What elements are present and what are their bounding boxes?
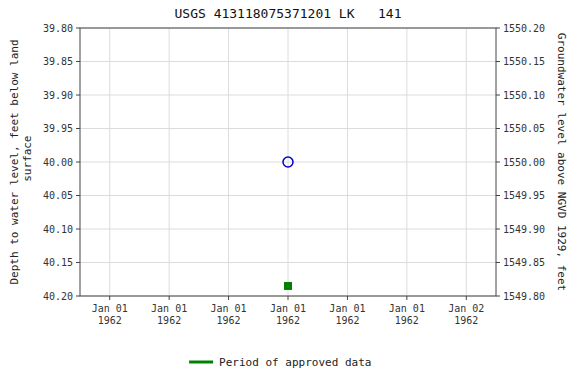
tick-mark	[76, 195, 80, 196]
tick-mark	[496, 195, 500, 196]
tick-label: 1550.10	[503, 90, 545, 101]
text-line: Jan 01	[270, 303, 306, 314]
text-line: Depth to water level, feet below land	[8, 39, 21, 284]
text-line: 1962	[98, 315, 122, 326]
text-line: 1962	[395, 315, 419, 326]
tick-mark	[228, 296, 229, 300]
tick-mark	[347, 296, 348, 300]
tick-mark	[406, 296, 407, 300]
tick-label: 1549.80	[503, 291, 545, 302]
axes: 39.80 39.85 39.90 39.95 40.00 40.05 40.10 40.15…	[43, 23, 545, 327]
text-line: Jan 01	[329, 303, 365, 314]
tick-mark	[496, 128, 500, 129]
tick-label: 1550.00	[503, 157, 545, 168]
tick-label: 39.90	[43, 90, 73, 101]
tick-mark	[76, 296, 80, 297]
text-line: Jan 02	[448, 303, 484, 314]
tick-label: 1550.20	[503, 23, 545, 34]
tick-label: 1549.95	[503, 190, 545, 201]
tick-mark	[466, 296, 467, 300]
tick-mark	[169, 296, 170, 300]
plot-frame	[80, 28, 496, 296]
tick-mark	[109, 296, 110, 300]
grid-line	[109, 28, 110, 296]
tick-label: 1549.90	[503, 224, 545, 235]
grid-line	[406, 28, 407, 296]
text-line: 1962	[217, 315, 241, 326]
tick-label: 40.05	[43, 190, 73, 201]
tick-mark	[496, 296, 500, 297]
text-line: Jan 01	[92, 303, 128, 314]
tick-mark	[288, 296, 289, 300]
tick-label: 1550.05	[503, 123, 545, 134]
legend-label: Period of approved data	[219, 356, 371, 369]
marks	[283, 157, 293, 289]
tick-mark	[496, 95, 500, 96]
tick-mark	[76, 162, 80, 163]
tick-label: Jan 011962	[92, 303, 128, 326]
tick-label: Jan 021962	[448, 303, 484, 326]
point	[285, 282, 292, 289]
text-line: Jan 01	[151, 303, 187, 314]
legend-swatch	[189, 361, 213, 364]
grid-line	[169, 28, 170, 296]
tick-label: 39.85	[43, 56, 73, 67]
tick-label: 40.10	[43, 224, 73, 235]
tick-label: 40.00	[43, 157, 73, 168]
tick-mark	[496, 28, 500, 29]
tick-label: Jan 011962	[270, 303, 306, 326]
background	[0, 0, 576, 384]
tick-mark	[76, 262, 80, 263]
text-line: 1962	[454, 315, 478, 326]
tick-mark	[496, 162, 500, 163]
y-axis-label: Depth to water level, feet below land su…	[8, 39, 34, 284]
tick-label: Jan 011962	[389, 303, 425, 326]
tick-mark	[496, 61, 500, 62]
tick-mark	[76, 229, 80, 230]
text-line: 1962	[335, 315, 359, 326]
grid-line	[347, 28, 348, 296]
tick-mark	[76, 61, 80, 62]
grid-line	[228, 28, 229, 296]
grid-line	[288, 28, 289, 296]
y2-axis-label: Groundwater level above NGVD 1929, feet	[555, 33, 568, 291]
tick-label: 39.80	[43, 23, 73, 34]
grid-line	[466, 28, 467, 296]
tick-label: 40.20	[43, 291, 73, 302]
tick-label: 39.95	[43, 123, 73, 134]
tick-label: Jan 011962	[329, 303, 365, 326]
text-line: surface	[21, 136, 34, 189]
chart: 39.80 39.85 39.90 39.95 40.00 40.05 40.10 40.15…	[0, 0, 576, 384]
tick-label: Jan 011962	[211, 303, 247, 326]
tick-mark	[76, 128, 80, 129]
tick-label: Jan 011962	[151, 303, 187, 326]
legend: Period of approved data	[189, 356, 371, 369]
text-line: Jan 01	[211, 303, 247, 314]
grid	[80, 28, 496, 296]
text-line: 1962	[157, 315, 181, 326]
point	[283, 157, 293, 167]
text-line: Jan 01	[389, 303, 425, 314]
tick-mark	[496, 229, 500, 230]
tick-mark	[76, 95, 80, 96]
tick-label: 1550.15	[503, 56, 545, 67]
tick-mark	[76, 28, 80, 29]
tick-label: 40.15	[43, 257, 73, 268]
tick-mark	[496, 262, 500, 263]
tick-label: 1549.85	[503, 257, 545, 268]
title: USGS 413118075371201 LK 141	[175, 6, 402, 21]
text-line: 1962	[276, 315, 300, 326]
